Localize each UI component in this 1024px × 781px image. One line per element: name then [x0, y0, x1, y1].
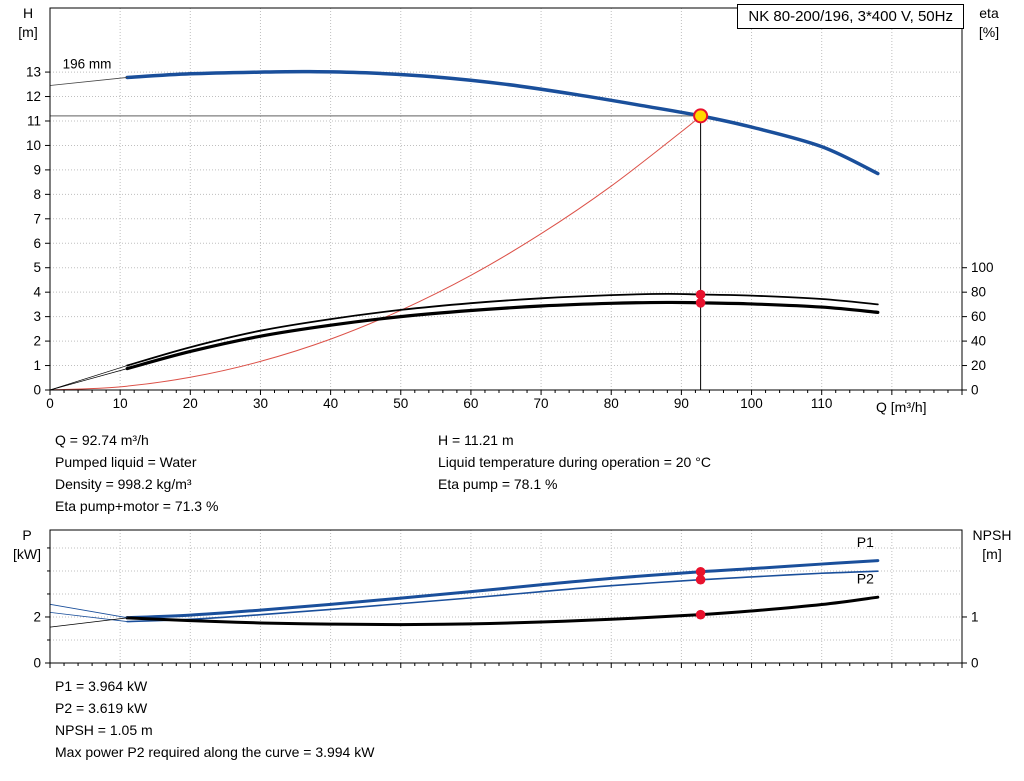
p2-text: P2 = 3.619 kW: [55, 700, 148, 716]
pump-curve-196mm: [125, 69, 880, 176]
axis-title-eta-unit: [%]: [978, 24, 1000, 40]
y-left-tick-label: 6: [33, 236, 41, 251]
y-left-tick-label: 8: [33, 187, 41, 202]
density-text: Density = 998.2 kg/m³: [55, 476, 192, 492]
y-right-tick-label: 60: [971, 309, 986, 324]
power-npsh-chart: 0 2 0 1 P1 P2: [33, 529, 979, 671]
y-left-tick-label: 0: [33, 656, 41, 671]
eta-pump-origin-line: [49, 365, 128, 391]
y-left-tick-label: 5: [33, 260, 41, 275]
eta-pump-motor-origin-line: [49, 368, 128, 391]
duty-value-dot: [695, 566, 706, 577]
x-tick-label: 70: [534, 396, 549, 411]
pump-title: NK 80-200/196, 3*400 V, 50Hz: [748, 8, 953, 25]
liquid-temperature-text: Liquid temperature during operation = 20…: [438, 454, 711, 470]
p2-curve: [126, 570, 879, 623]
power-data-column: P1 = 3.964 kW P2 = 3.619 kW NPSH = 1.05 …: [55, 675, 374, 763]
axis-title-eta: eta: [979, 5, 999, 21]
x-tick-label: 60: [463, 396, 478, 411]
axis-title-p: P: [22, 527, 32, 543]
y-right-tick-label: 1: [971, 609, 979, 624]
system-curve: [49, 115, 702, 391]
duty-head-text: H = 11.21 m: [438, 432, 514, 448]
x-tick-label: 100: [740, 396, 763, 411]
x-tick-label: 40: [323, 396, 338, 411]
y-left-tick-label: 2: [33, 334, 41, 349]
curve-label-p2: P2: [857, 571, 874, 587]
duty-value-dot: [695, 298, 706, 308]
y-left-tick-label: 7: [33, 211, 41, 226]
y-left-tick-label: 4: [33, 285, 41, 300]
axis-title-h-unit: [m]: [18, 24, 38, 40]
y-axis-title-npsh: NPSH [m]: [962, 526, 1022, 564]
pump-curve-trim-line: [49, 77, 128, 86]
npsh-curve: [125, 595, 880, 627]
duty-flow-text: Q = 92.74 m³/h: [55, 432, 149, 448]
p1-curve: [125, 559, 880, 620]
x-tick-label: 0: [46, 396, 54, 411]
x-tick-label: 90: [674, 396, 689, 411]
y-left-tick-label: 1: [33, 358, 41, 373]
y-left-tick-label: 0: [33, 383, 41, 398]
y-right-tick-label: 40: [971, 334, 986, 349]
x-axis-title-flow: Q [m³/h]: [876, 399, 927, 415]
y-left-tick-label: 13: [26, 65, 41, 80]
curve-label-p1: P1: [857, 534, 874, 550]
duty-value-dot: [695, 574, 706, 585]
eta-pump-motor-text: Eta pump+motor = 71.3 %: [55, 498, 219, 514]
y-left-tick-label: 10: [26, 138, 41, 153]
y-right-tick-label: 20: [971, 358, 986, 373]
axis-title-npsh-unit: [m]: [982, 546, 1002, 562]
npsh-trim-line: [49, 617, 128, 628]
y-left-tick-label: 2: [33, 609, 41, 624]
curve-label-196-mm: 196 mm: [63, 56, 112, 71]
x-tick-label: 30: [253, 396, 268, 411]
y-axis-title-eta: eta [%]: [966, 4, 1012, 42]
p1-trim-line: [49, 603, 128, 619]
duty-value-dot: [695, 609, 706, 620]
x-tick-label: 50: [393, 396, 408, 411]
pump-title-box: NK 80-200/196, 3*400 V, 50Hz: [737, 4, 964, 29]
hq-chart: 0 10 20 30 40 50 60 70 80 90 100 110012345678910111…: [26, 7, 994, 411]
y-right-tick-label: 0: [971, 383, 979, 398]
duty-data-right-column: H = 11.21 m Liquid temperature during op…: [438, 429, 711, 495]
y-right-tick-label: 100: [971, 260, 994, 275]
y-right-tick-label: 0: [971, 656, 979, 671]
y-left-tick-label: 3: [33, 309, 41, 324]
max-power-text: Max power P2 required along the curve = …: [55, 744, 375, 760]
y-axis-title-power: P [kW]: [4, 526, 50, 564]
axis-title-p-unit: [kW]: [13, 546, 41, 562]
plot-frame: [49, 529, 963, 664]
x-tick-label: 80: [604, 396, 619, 411]
eta-pump-motor-curve: [125, 300, 880, 371]
y-right-tick-label: 80: [971, 285, 986, 300]
eta-pump-curve: [126, 292, 879, 367]
y-left-tick-label: 9: [33, 162, 41, 177]
x-tick-label: 10: [113, 396, 128, 411]
duty-point-marker: [693, 108, 709, 124]
axis-title-npsh: NPSH: [972, 527, 1012, 543]
duty-data-left-column: Q = 92.74 m³/h Pumped liquid = Water Den…: [55, 429, 218, 517]
y-left-tick-label: 12: [26, 89, 41, 104]
npsh-text: NPSH = 1.05 m: [55, 722, 153, 738]
axis-title-h: H: [22, 5, 34, 21]
p1-text: P1 = 3.964 kW: [55, 678, 148, 694]
p2-trim-line: [49, 611, 128, 622]
plot-frame: [49, 7, 963, 391]
x-tick-label: 110: [811, 396, 833, 411]
x-tick-label: 20: [183, 396, 198, 411]
pumped-liquid-text: Pumped liquid = Water: [55, 454, 197, 470]
duty-value-dot: [695, 289, 706, 300]
y-left-tick-label: 11: [27, 113, 41, 128]
y-axis-title-head: H [m]: [8, 4, 48, 42]
eta-pump-text: Eta pump = 78.1 %: [438, 476, 558, 492]
